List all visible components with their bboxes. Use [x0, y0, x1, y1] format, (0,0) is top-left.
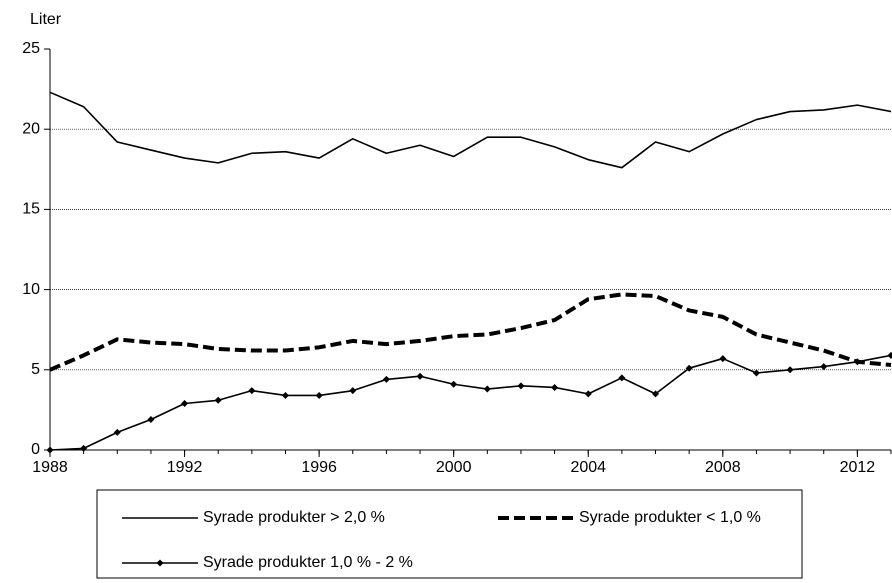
- x-tick-label: 2012: [840, 459, 876, 476]
- legend-label: Syrade produkter < 1,0 %: [579, 509, 761, 526]
- marker: [685, 364, 693, 372]
- series-line: [49, 292, 892, 372]
- legend-label: Syrade produkter 1,0 % - 2 %: [203, 554, 413, 571]
- y-tick-label: 5: [31, 361, 40, 378]
- marker: [719, 355, 727, 363]
- series-line: [49, 91, 892, 169]
- legend-label: Syrade produkter > 2,0 %: [203, 509, 385, 526]
- y-tick-label: 25: [22, 40, 40, 57]
- x-tick-label: 1988: [32, 459, 68, 476]
- marker: [181, 399, 189, 407]
- y-tick-label: 20: [22, 120, 40, 137]
- marker: [652, 390, 660, 398]
- marker: [887, 351, 892, 359]
- marker: [551, 383, 559, 391]
- marker: [416, 372, 424, 380]
- x-tick-label: 1996: [301, 459, 337, 476]
- marker: [248, 387, 256, 395]
- x-tick-label: 2004: [570, 459, 606, 476]
- marker: [281, 391, 289, 399]
- marker: [382, 375, 390, 383]
- marker: [214, 396, 222, 404]
- marker: [786, 366, 794, 374]
- marker: [517, 382, 525, 390]
- marker: [147, 416, 155, 424]
- y-tick-label: 15: [22, 201, 40, 218]
- marker: [46, 446, 54, 454]
- marker: [853, 358, 861, 366]
- y-tick-label: 10: [22, 281, 40, 298]
- marker: [820, 363, 828, 371]
- marker: [315, 391, 323, 399]
- marker: [450, 380, 458, 388]
- series-line: [49, 354, 892, 451]
- marker: [618, 374, 626, 382]
- marker: [113, 428, 121, 436]
- x-tick-label: 1992: [167, 459, 203, 476]
- marker: [80, 444, 88, 452]
- marker: [349, 387, 357, 395]
- legend-marker: [156, 559, 164, 567]
- y-axis-label: Liter: [30, 11, 62, 28]
- marker: [584, 390, 592, 398]
- marker: [752, 369, 760, 377]
- marker: [483, 385, 491, 393]
- x-tick-label: 2008: [705, 459, 741, 476]
- y-tick-label: 0: [31, 441, 40, 458]
- legend-box: [96, 489, 803, 579]
- x-tick-label: 2000: [436, 459, 472, 476]
